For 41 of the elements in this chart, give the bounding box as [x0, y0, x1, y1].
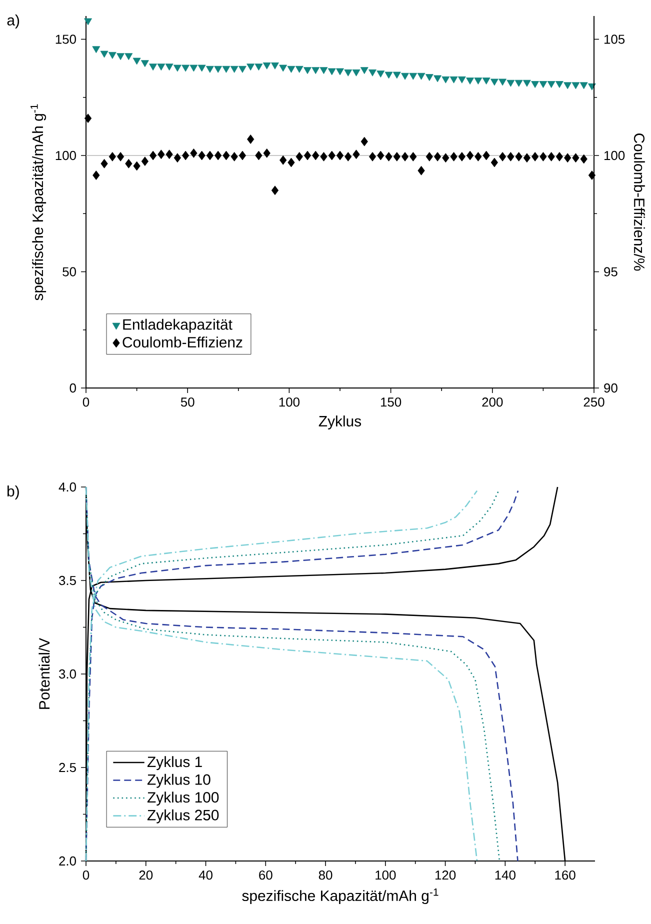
y-axis-title: Potential/V: [38, 638, 50, 709]
x-tick-label: 100: [376, 870, 396, 880]
y-tick-label: 2.0: [59, 856, 76, 866]
x-tick-label: 150: [380, 398, 402, 407]
x-tick-label: 120: [435, 870, 456, 880]
y2-tick-label: 90: [604, 383, 618, 393]
x-tick-label: 0: [82, 870, 90, 880]
legend-label: Zyklus 100: [147, 792, 219, 806]
legend-label: Entladekapazität: [123, 318, 232, 333]
x-axis-title: Zyklus: [318, 416, 362, 430]
x-axis-title: spezifische Kapazität/mAh g$^{-1}$: [242, 888, 438, 904]
x-tick-label: 50: [180, 398, 194, 407]
y2-tick-label: 95: [604, 267, 618, 276]
y2-axis-title: Coulomb-Effizienz/%: [634, 134, 645, 271]
x-tick-label: 80: [318, 870, 332, 880]
x-tick-label: 20: [139, 870, 153, 880]
x-tick-label: 140: [495, 870, 516, 880]
legend-label: Zyklus 10: [147, 774, 210, 788]
y-tick-label: 2.5: [59, 762, 76, 772]
y-tick-label: 0: [70, 383, 76, 393]
y-tick-label: 3.0: [58, 669, 76, 679]
y-axis-title: spezifische Kapazität/mAh g$^{-1}$: [30, 104, 46, 300]
x-tick-label: 160: [555, 870, 576, 880]
x-tick-label: 0: [82, 398, 90, 407]
x-tick-label: 200: [482, 398, 503, 407]
chart-title: a): [7, 14, 20, 28]
legend-label: Zyklus 1: [147, 756, 202, 770]
x-tick-label: 60: [259, 870, 272, 880]
y-tick-label: 50: [62, 267, 76, 276]
chart-title: b): [8, 486, 19, 500]
x-tick-label: 250: [584, 398, 604, 407]
x-tick-label: 40: [198, 870, 212, 880]
y-tick-label: 4.0: [58, 482, 76, 492]
x-tick-label: 100: [279, 398, 300, 407]
y2-tick-label: 100: [604, 150, 625, 160]
y-tick-label: 100: [56, 150, 76, 160]
y-tick-label: 3.5: [58, 576, 76, 586]
y-tick-label: 150: [56, 34, 76, 44]
y2-tick-label: 105: [604, 34, 625, 44]
legend-label: Coulomb-Effizienz: [122, 336, 242, 348]
legend-label: Zyklus 250: [147, 809, 219, 824]
